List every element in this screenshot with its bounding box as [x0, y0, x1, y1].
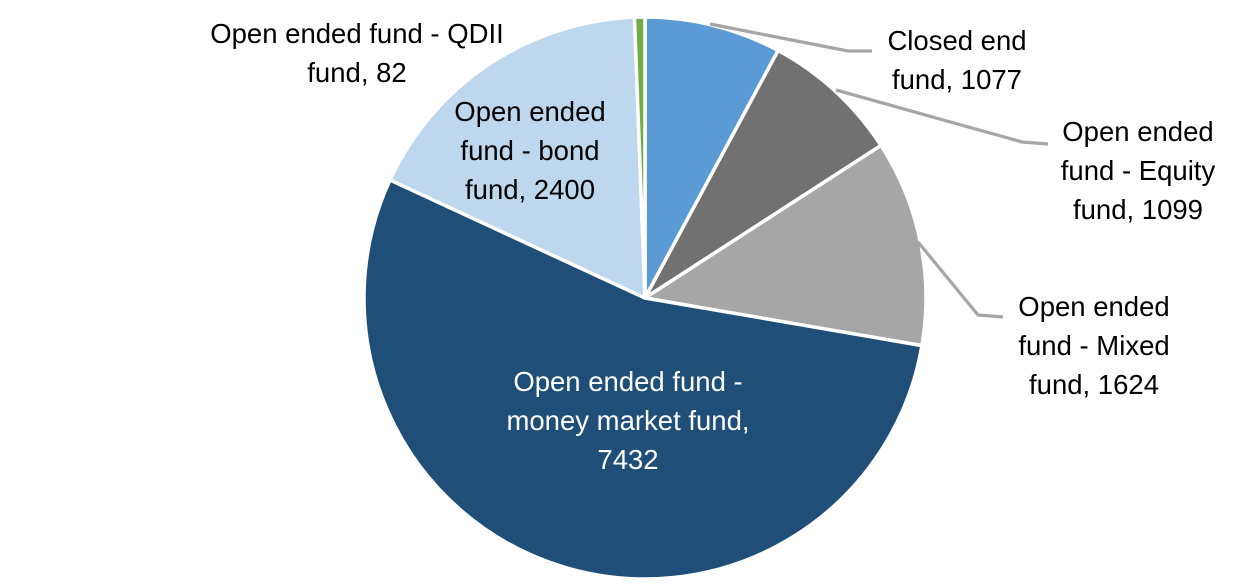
data-label-closed-end-fund: Closed end fund, 1077	[887, 21, 1026, 99]
data-label-mixed-fund: Open ended fund - Mixed fund, 1624	[1018, 287, 1169, 404]
data-label-line: fund, 82	[307, 57, 407, 88]
data-label-equity-fund: Open ended fund - Equity fund, 1099	[1061, 112, 1215, 229]
data-label-line: Open ended	[454, 96, 606, 127]
data-label-line: fund, 2400	[465, 174, 595, 205]
leader-lines	[709, 22, 1049, 319]
data-label-line: money market fund,	[506, 405, 750, 436]
pie-slice-open-ended-fund-qdii-fund	[632, 15, 647, 300]
data-label-line: fund - Equity	[1060, 155, 1216, 186]
data-label-line: fund - Mixed	[1018, 330, 1170, 361]
leader-line-closed-end-fund	[709, 22, 872, 53]
data-label-line: Open ended fund -	[513, 366, 743, 397]
leader-line-mixed-fund	[916, 240, 1004, 319]
data-label-line: Open ended	[1062, 116, 1214, 147]
data-label-line: fund, 1099	[1073, 194, 1203, 225]
pie-slice-open-ended-fund-bond-fund	[388, 15, 647, 300]
data-label-line: Open ended	[1018, 291, 1170, 322]
data-label-bond-fund: Open ended fund - bond fund, 2400	[454, 92, 605, 209]
pie-slice-open-ended-fund-mixed-fund	[643, 143, 928, 348]
data-label-line: fund, 1077	[892, 64, 1022, 95]
data-label-line: Closed end	[887, 25, 1027, 56]
data-label-line: Open ended fund - QDII	[210, 18, 504, 49]
data-label-money-market-fund: Open ended fund - money market fund, 743…	[506, 362, 749, 479]
pie-slice-open-ended-fund-equity-fund	[643, 48, 883, 300]
pie-slice-open-ended-fund-money-market-fund	[362, 178, 924, 581]
data-label-qdii-fund: Open ended fund - QDII fund, 82	[210, 14, 504, 92]
leader-line-equity-fund	[835, 88, 1049, 146]
pie-slices	[362, 15, 928, 581]
data-label-line: fund, 1624	[1029, 369, 1159, 400]
data-label-line: fund - bond	[460, 135, 600, 166]
data-label-line: 7432	[597, 444, 659, 475]
